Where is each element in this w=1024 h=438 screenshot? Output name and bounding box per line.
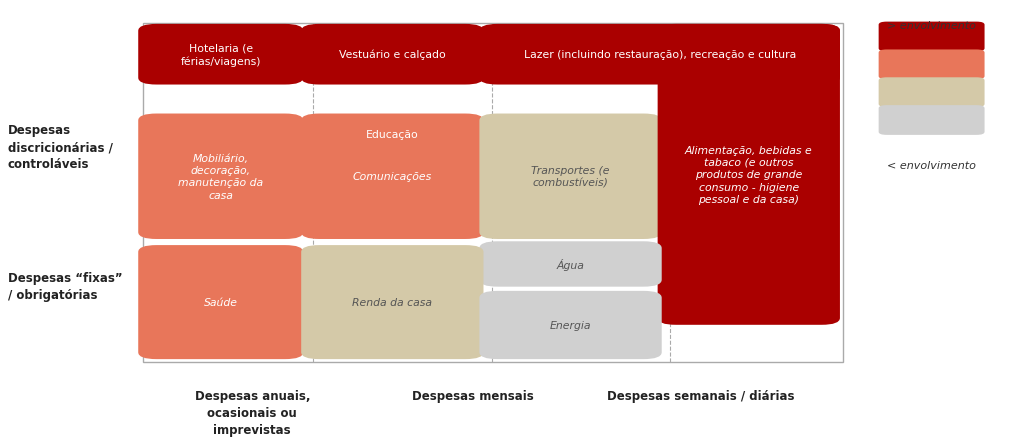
Text: Despesas
discricionárias /
controláveis: Despesas discricionárias / controláveis xyxy=(8,124,113,171)
FancyBboxPatch shape xyxy=(479,114,662,240)
Text: Saúde: Saúde xyxy=(204,297,238,307)
Text: Renda da casa: Renda da casa xyxy=(352,297,432,307)
FancyBboxPatch shape xyxy=(479,291,662,359)
Text: Despesas semanais / diárias: Despesas semanais / diárias xyxy=(606,389,795,402)
Text: < envolvimento: < envolvimento xyxy=(887,161,976,171)
FancyBboxPatch shape xyxy=(301,116,483,154)
Text: Mobiliário,
decoração,
manutenção da
casa: Mobiliário, decoração, manutenção da cas… xyxy=(178,153,263,201)
Text: Água: Água xyxy=(557,258,585,270)
FancyBboxPatch shape xyxy=(479,25,840,85)
FancyBboxPatch shape xyxy=(879,23,984,52)
FancyBboxPatch shape xyxy=(301,114,483,240)
Text: Vestuário e calçado: Vestuário e calçado xyxy=(339,50,445,60)
FancyBboxPatch shape xyxy=(138,246,303,359)
Text: Hotelaria (e
férias/viagens): Hotelaria (e férias/viagens) xyxy=(180,44,261,67)
FancyBboxPatch shape xyxy=(138,114,303,240)
Text: Educação: Educação xyxy=(366,130,419,140)
FancyBboxPatch shape xyxy=(301,25,483,85)
Text: Lazer (incluindo restauração), recreação e cultura: Lazer (incluindo restauração), recreação… xyxy=(523,50,796,60)
FancyBboxPatch shape xyxy=(879,50,984,80)
FancyBboxPatch shape xyxy=(301,246,483,359)
Text: Comunicações: Comunicações xyxy=(352,172,432,182)
Text: Despesas “fixas”
/ obrigatórias: Despesas “fixas” / obrigatórias xyxy=(8,271,123,301)
FancyBboxPatch shape xyxy=(138,25,303,85)
Text: Transportes (e
combustíveis): Transportes (e combustíveis) xyxy=(531,166,610,188)
FancyBboxPatch shape xyxy=(479,242,662,287)
FancyBboxPatch shape xyxy=(657,25,840,325)
Text: > envolvimento: > envolvimento xyxy=(887,21,976,31)
FancyBboxPatch shape xyxy=(879,106,984,136)
Text: Despesas anuais,
ocasionais ou
imprevistas: Despesas anuais, ocasionais ou imprevist… xyxy=(195,389,310,436)
Text: Energia: Energia xyxy=(550,320,591,330)
FancyBboxPatch shape xyxy=(879,78,984,108)
Text: Alimentação, bebidas e
tabaco (e outros
produtos de grande
consumo - higiene
pes: Alimentação, bebidas e tabaco (e outros … xyxy=(685,145,813,205)
Text: Despesas mensais: Despesas mensais xyxy=(413,389,535,402)
